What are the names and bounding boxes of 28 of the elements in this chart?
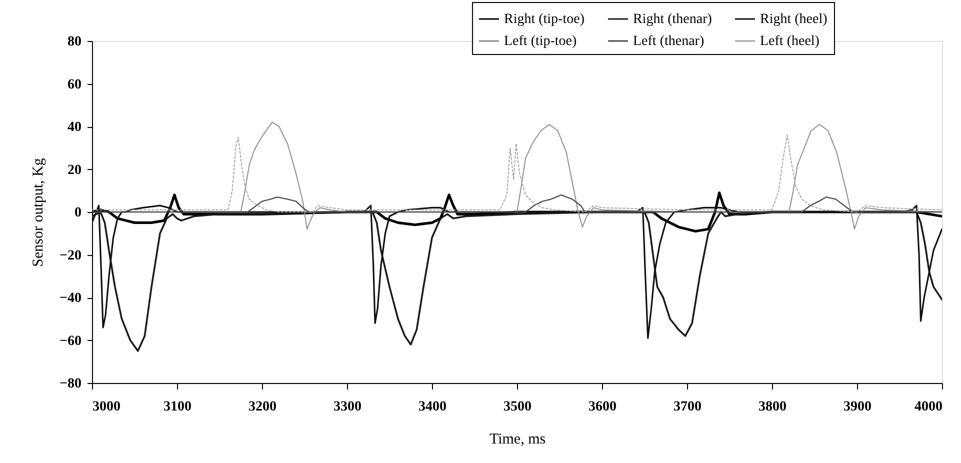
x-tick-label: 4000 — [914, 400, 942, 414]
x-tick-label: 3400 — [418, 400, 446, 414]
legend-label: Left (tip-toe) — [504, 34, 578, 49]
y-tick-label: −20 — [60, 248, 82, 264]
y-tick-label: −80 — [60, 376, 82, 392]
legend-label: Left (heel) — [760, 34, 820, 49]
x-tick-label: 3300 — [334, 400, 362, 414]
legend-label: Right (heel) — [760, 12, 828, 27]
x-tick-label: 3100 — [164, 400, 192, 414]
x-tick-label: 3000 — [92, 400, 120, 414]
y-tick-label: 20 — [68, 162, 82, 178]
x-tick-label: 3200 — [248, 400, 276, 414]
legend-label: Right (thenar) — [633, 12, 712, 27]
legend-label: Left (thenar) — [633, 34, 704, 49]
x-tick-label: 3700 — [674, 400, 702, 414]
x-tick-label: 3500 — [504, 400, 532, 414]
y-tick-label: 60 — [68, 77, 82, 92]
x-tick-label: 3900 — [844, 400, 872, 414]
y-tick-label: −40 — [60, 291, 82, 306]
legend-label: Right (tip-toe) — [504, 12, 585, 27]
y-tick-label: 0 — [74, 206, 82, 220]
x-tick-label: 3600 — [588, 400, 616, 414]
y-axis-title: Sensor output, Kg — [30, 158, 47, 267]
y-tick-label: −60 — [60, 334, 82, 349]
x-tick-label: 3800 — [758, 400, 786, 414]
y-tick-label: 40 — [68, 120, 82, 135]
x-axis-title: Time, ms — [489, 432, 546, 448]
y-tick-label: 80 — [68, 34, 82, 50]
